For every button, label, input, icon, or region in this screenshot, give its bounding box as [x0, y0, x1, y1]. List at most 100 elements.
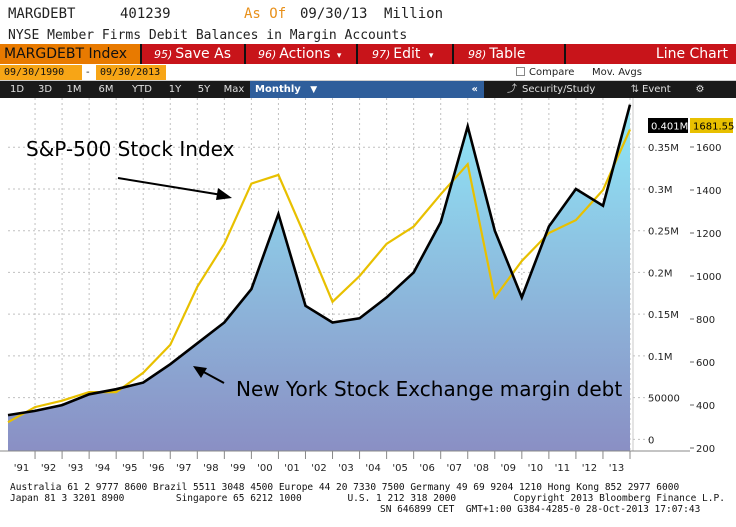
period-bar: 1D 3D 1M 6M YTD 1Y 5Y Max Monthly ▼ « ⤴ … — [0, 81, 736, 98]
x-axis-tick-label: '09 — [501, 463, 516, 474]
frequency-dropdown-icon: ▼ — [310, 85, 318, 95]
x-axis-tick-label: '91 — [14, 463, 29, 474]
x-axis-tick-label: '03 — [338, 463, 353, 474]
left-axis-tick-label: 0.1M — [648, 352, 673, 363]
sp500-last-value: 1681.55 — [693, 122, 734, 133]
table-label: Table — [489, 46, 526, 62]
toolbar: MARGDEBT Index 95) Save As 96) Actions ▾ 9… — [0, 44, 736, 64]
index-label: MARGDEBT Index — [4, 46, 128, 62]
period-3d[interactable]: 3D — [37, 84, 53, 95]
period-max[interactable]: Max — [223, 84, 245, 95]
footer-session: SN 646899 CET GMT+1:00 G384-4285-0 28-Oc… — [380, 504, 701, 515]
x-axis-tick-label: '97 — [176, 463, 191, 474]
as-of-label: As Of — [244, 6, 287, 22]
range-dash: - — [86, 67, 90, 78]
description-bar: NYSE Member Firms Debit Balances in Marg… — [0, 26, 736, 44]
period-6m[interactable]: 6M — [98, 84, 114, 95]
left-axis-tick-label: 0.3M — [648, 185, 673, 196]
x-axis-tick-label: '06 — [419, 463, 434, 474]
security-study-button[interactable]: Security/Study — [522, 84, 596, 95]
x-axis-tick-label: '12 — [582, 463, 597, 474]
actions-menu[interactable]: 96) Actions ▾ — [246, 44, 356, 64]
x-axis-tick-label: '13 — [609, 463, 624, 474]
right-axis-tick-label: 400 — [696, 401, 715, 412]
x-axis-tick-label: '95 — [122, 463, 137, 474]
header-bar: MARGDEBT 401239 As Of 09/30/13 Million — [0, 0, 736, 26]
x-axis-tick-label: '93 — [68, 463, 83, 474]
left-axis-tick-label: 0.15M — [648, 310, 679, 321]
x-axis-tick-label: '99 — [230, 463, 245, 474]
x-axis-tick-label: '96 — [149, 463, 164, 474]
edit-num: 97) — [372, 48, 391, 61]
x-axis-tick-label: '94 — [95, 463, 110, 474]
x-axis-tick-label: '07 — [446, 463, 461, 474]
sp500-arrow-shaft — [117, 177, 223, 196]
as-of-date: 09/30/13 — [300, 6, 368, 22]
sp500-arrow-head — [216, 188, 232, 200]
footer-phones-2: Japan 81 3 3201 8900 Singapore 65 6212 1… — [10, 493, 725, 504]
footer-phones: Australia 61 2 9777 8600 Brazil 5511 304… — [10, 482, 680, 493]
margin-debt-chart: 0 50000 0.1M 0.15M 0.2M 0.25M 0.3M 0.35M 200 400… — [0, 98, 736, 478]
margin-last-value-tag — [648, 118, 688, 133]
series-description: NYSE Member Firms Debit Balances in Marg… — [8, 28, 408, 43]
margin-debt-area — [8, 104, 630, 451]
actions-label: Actions — [279, 46, 331, 62]
save-as-button[interactable]: 95) Save As — [142, 44, 244, 64]
sp500-annotation: S&P-500 Stock Index — [26, 137, 235, 161]
x-axis-tick-label: '05 — [392, 463, 407, 474]
event-icon: ⇅ — [630, 84, 640, 95]
table-button[interactable]: 98) Table — [454, 44, 564, 64]
edit-label: Edit — [393, 46, 421, 62]
right-axis: 200 400 600 800 1000 1200 1400 1600 — [690, 143, 721, 455]
start-date-input[interactable]: 09/30/1990 — [0, 65, 82, 80]
right-axis-tick-label: 600 — [696, 358, 715, 369]
x-axis-tick-label: '98 — [203, 463, 218, 474]
margin-last-value: 0.401M — [651, 122, 688, 133]
margin-arrow-head — [193, 366, 207, 378]
x-axis-tick-label: '10 — [528, 463, 543, 474]
left-axis-tick-label: 50000 — [648, 394, 680, 405]
actions-dropdown-icon: ▾ — [336, 51, 342, 61]
index-field[interactable]: MARGDEBT Index — [0, 44, 140, 64]
left-axis: 0 50000 0.1M 0.15M 0.2M 0.25M 0.3M 0.35M — [648, 143, 680, 446]
save-as-num: 95) — [154, 48, 173, 61]
mov-avgs-label[interactable]: Mov. Avgs — [592, 67, 642, 78]
period-1m[interactable]: 1M — [66, 84, 82, 95]
x-axis-tick-label: '11 — [555, 463, 570, 474]
frequency-value: Monthly — [255, 84, 301, 95]
right-axis-tick-label: 1400 — [696, 186, 721, 197]
right-axis-tick-label: 1200 — [696, 229, 721, 240]
x-axis-tick-label: '01 — [284, 463, 299, 474]
left-axis-tick-label: 0.25M — [648, 227, 679, 238]
collapse-icon[interactable]: « — [471, 84, 478, 95]
end-date: 09/30/2013 — [100, 67, 161, 78]
edit-dropdown-icon: ▾ — [428, 51, 434, 61]
x-axis-tick-label: '00 — [257, 463, 272, 474]
right-axis-tick-label: 800 — [696, 315, 715, 326]
event-button[interactable]: Event — [642, 84, 671, 95]
x-axis-tick-label: '02 — [311, 463, 326, 474]
period-1d[interactable]: 1D — [9, 84, 25, 95]
left-axis-tick-label: 0.35M — [648, 143, 679, 154]
edit-menu[interactable]: 97) Edit ▾ — [358, 44, 452, 64]
left-axis-tick-label: 0 — [648, 435, 654, 446]
save-as-label: Save As — [175, 46, 231, 62]
right-axis-tick-label: 1600 — [696, 143, 721, 154]
study-icon: ⤴ — [507, 84, 517, 95]
compare-checkbox[interactable] — [516, 67, 525, 76]
compare-label: Compare — [529, 67, 575, 78]
right-axis-tick-label: 200 — [696, 444, 715, 455]
end-date-input[interactable]: 09/30/2013 — [96, 65, 166, 80]
frequency-select[interactable]: Monthly ▼ « — [250, 81, 484, 98]
x-axis: '91 '92 '93 '94 '95 '96 '97 '98 '99 '00 '01 '02 '03 '… — [14, 451, 631, 474]
chart-type-button[interactable]: Line Chart — [566, 44, 736, 64]
period-1y[interactable]: 1Y — [168, 84, 182, 95]
chart-type-label: Line Chart — [655, 46, 728, 62]
table-num: 98) — [468, 48, 487, 61]
period-ytd[interactable]: YTD — [132, 84, 152, 95]
settings-gear-icon[interactable]: ⚙ — [695, 84, 705, 95]
actions-num: 96) — [258, 48, 277, 61]
period-5y[interactable]: 5Y — [197, 84, 211, 95]
right-axis-tick-label: 1000 — [696, 272, 721, 283]
x-axis-tick-label: '08 — [474, 463, 489, 474]
